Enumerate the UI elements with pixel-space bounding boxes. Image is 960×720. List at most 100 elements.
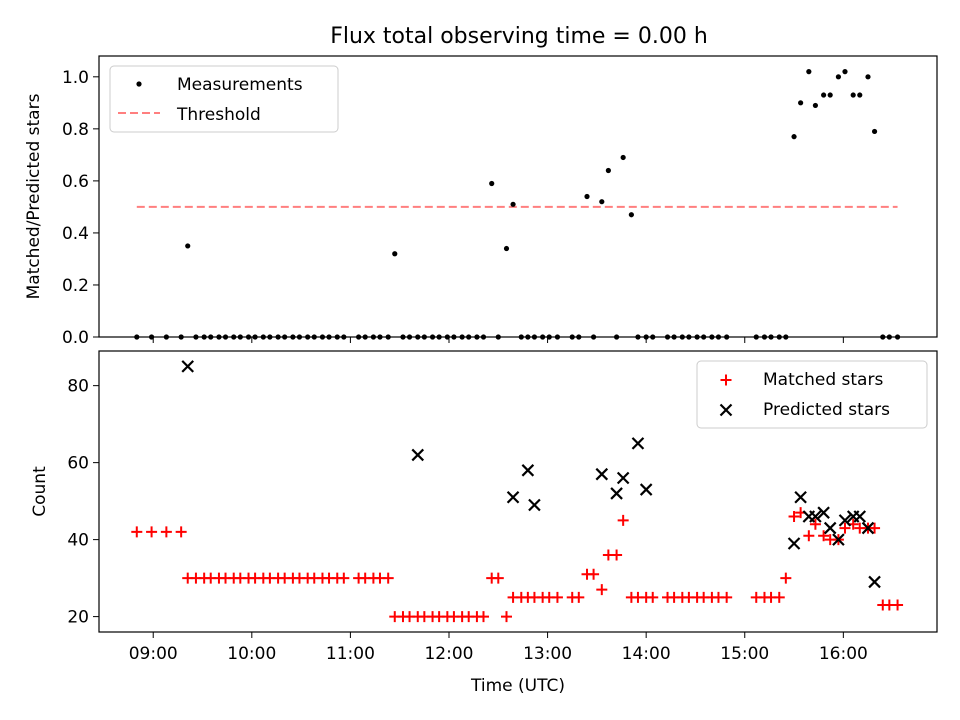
y-tick-label: 60 xyxy=(67,454,89,474)
predicted-star-point xyxy=(616,471,630,485)
y-tick-label: 0.8 xyxy=(62,120,89,140)
matched-star-point xyxy=(596,584,608,596)
predicted-star-point xyxy=(853,510,867,523)
bottom-y-axis-label: Count xyxy=(30,466,50,517)
predicted-star-point xyxy=(528,498,541,512)
matched-star-point xyxy=(573,591,585,603)
predicted-star-point xyxy=(595,467,609,481)
chart-title: Flux total observing time = 0.00 h xyxy=(330,24,708,49)
predicted-star-point xyxy=(506,490,520,504)
measurement-point xyxy=(857,92,863,98)
legend-box xyxy=(696,360,928,429)
matched-star-point xyxy=(382,572,394,584)
matched-star-point xyxy=(617,514,629,526)
predicted-star-point xyxy=(521,464,535,477)
measurement-point xyxy=(842,69,848,75)
measurement-point xyxy=(584,193,590,200)
measurement-point xyxy=(392,251,398,257)
x-tick-label: 09:00 xyxy=(129,644,178,664)
predicted-star-point xyxy=(639,483,653,496)
matched-star-point xyxy=(175,526,187,538)
matched-star-point xyxy=(839,522,851,534)
measurement-point xyxy=(489,180,495,187)
x-tick-label: 15:00 xyxy=(720,644,769,664)
matched-star-point xyxy=(551,591,563,603)
y-tick-label: 20 xyxy=(67,608,89,628)
bottom-legend: Matched stars Predicted stars xyxy=(696,360,928,429)
top-y-axis-label: Matched/Predicted stars xyxy=(24,93,44,299)
matched-star-point xyxy=(611,549,623,561)
measurement-point xyxy=(871,128,878,135)
measurement-point xyxy=(850,92,856,98)
x-tick-label: 16:00 xyxy=(819,644,868,664)
x-tick-label: 11:00 xyxy=(326,644,375,664)
matched-star-point xyxy=(721,591,733,603)
predicted-star-point xyxy=(861,521,875,535)
measurement-point xyxy=(510,201,516,207)
matched-star-point xyxy=(131,526,143,538)
predicted-star-point xyxy=(794,490,807,504)
y-tick-label: 0.4 xyxy=(62,224,89,244)
measurement-point xyxy=(812,102,819,109)
matched-star-point xyxy=(588,568,600,580)
top-plot-frame xyxy=(98,55,938,338)
legend-predicted-label: Predicted stars xyxy=(763,400,890,420)
y-tick-label: 40 xyxy=(67,531,89,551)
top-panel: 0.0 0.2 0.4 0.6 0.8 1.0 Matched/Predicted star… xyxy=(24,55,938,348)
legend-matched-marker xyxy=(720,374,732,386)
measurement-point xyxy=(791,134,797,140)
matched-star-point xyxy=(160,526,172,538)
x-axis-label: Time (UTC) xyxy=(470,676,565,696)
measurement-point xyxy=(605,167,611,174)
predicted-star-point xyxy=(832,533,845,546)
measurement-point xyxy=(599,199,605,205)
matched-star-point xyxy=(803,530,815,542)
matched-star-point xyxy=(818,530,830,542)
predicted-star-point xyxy=(610,487,623,500)
predicted-star-point xyxy=(823,521,837,535)
matched-star-point xyxy=(780,572,792,584)
y-tick-label: 0.2 xyxy=(62,276,89,296)
measurement-point xyxy=(806,69,812,75)
y-tick-label: 0.6 xyxy=(62,172,89,192)
measurement-point xyxy=(821,92,827,98)
predicted-star-point xyxy=(838,514,852,527)
bottom-panel: 20 40 60 80 09:00 10:00 11:00 12:00 13:00 14:00 15… xyxy=(30,350,938,696)
x-tick-label: 13:00 xyxy=(523,644,572,664)
legend-threshold-label: Threshold xyxy=(176,105,261,125)
predicted-star-point xyxy=(868,575,881,589)
bottom-plot-frame xyxy=(98,350,938,633)
matched-star-point xyxy=(477,611,489,623)
legend-box xyxy=(109,65,339,133)
measurement-point xyxy=(503,245,510,252)
top-legend: Measurements Threshold xyxy=(109,65,339,133)
measurement-point xyxy=(835,74,842,80)
x-tick-label: 12:00 xyxy=(424,644,473,664)
matched-star-point xyxy=(788,511,800,523)
measurement-point xyxy=(798,100,804,106)
predicted-star-point xyxy=(411,448,425,462)
x-tick-label: 10:00 xyxy=(227,644,276,664)
matched-star-point xyxy=(338,572,350,584)
matched-star-point xyxy=(647,591,659,603)
measurement-point xyxy=(185,243,191,249)
measurement-point xyxy=(620,154,626,161)
predicted-star-point xyxy=(809,510,822,523)
matched-star-point xyxy=(500,611,512,623)
measurement-point xyxy=(628,212,634,218)
matched-star-point xyxy=(773,591,785,603)
matched-star-point xyxy=(492,572,504,584)
y-tick-label: 80 xyxy=(67,377,89,397)
measurement-point xyxy=(827,92,833,98)
matched-star-point xyxy=(869,522,881,534)
legend-matched-label: Matched stars xyxy=(763,370,883,390)
legend-predicted-marker xyxy=(719,403,733,417)
matched-star-point xyxy=(892,599,904,611)
predicted-star-point xyxy=(817,506,830,519)
y-tick-label: 0.0 xyxy=(62,328,89,348)
x-tick-label: 14:00 xyxy=(622,644,671,664)
legend-measurements-marker xyxy=(136,81,142,87)
legend-measurements-label: Measurements xyxy=(177,75,303,95)
predicted-star-point xyxy=(631,437,645,450)
